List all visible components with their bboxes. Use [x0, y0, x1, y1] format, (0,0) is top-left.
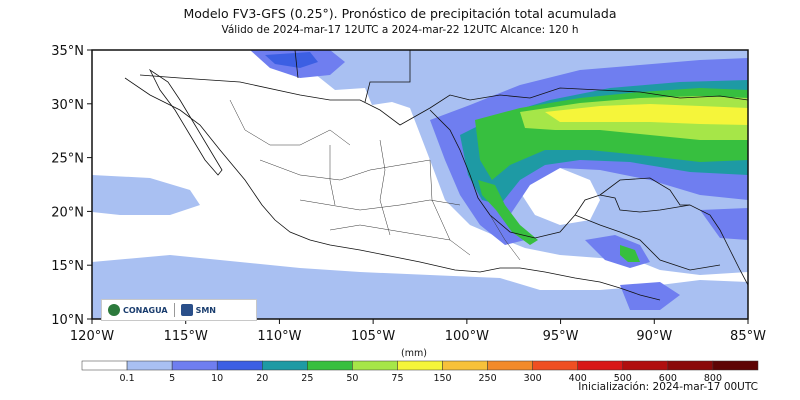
colorbar-swatch	[622, 360, 669, 371]
lon-label: 100°W	[445, 329, 489, 344]
lon-label: 120°W	[70, 329, 114, 344]
precip-pacific-south	[92, 175, 200, 215]
state-line-6	[329, 145, 336, 206]
conagua-emblem-icon	[108, 304, 120, 316]
precip-band-yellow	[545, 104, 748, 125]
logos-panel: CONAGUA SMN	[101, 299, 257, 321]
lon-label: 90°W	[636, 329, 672, 344]
colorbar-swatch	[216, 360, 263, 371]
colorbar-swatch	[397, 360, 443, 371]
colorbar-swatch	[442, 360, 488, 371]
colorbar-swatch	[532, 360, 578, 371]
lat-label: 25°N	[51, 152, 84, 167]
coast-central-america	[639, 204, 748, 286]
lat-label: 30°N	[51, 98, 84, 113]
colorbar-tick-label: 300	[524, 373, 542, 384]
precip-caribbean	[700, 208, 748, 240]
state-line-8	[489, 214, 521, 261]
lat-label: 35°N	[51, 44, 84, 59]
state-line-2	[259, 159, 431, 181]
colorbar-tick-label: 10	[211, 373, 223, 384]
coast-yucatan	[599, 177, 690, 206]
colorbar-tick-label: 25	[301, 373, 313, 384]
lat-label: 10°N	[51, 313, 84, 328]
conagua-text: CONAGUA	[123, 305, 168, 315]
lat-label: 15°N	[51, 259, 84, 274]
colorbar-tick-label: 20	[256, 373, 268, 384]
colorbar-swatch	[171, 360, 218, 371]
state-line-1	[229, 99, 351, 146]
colorbar-tick-label: 250	[479, 373, 497, 384]
state-line-7	[429, 159, 471, 256]
lon-label: 115°W	[164, 329, 208, 344]
map-frame	[91, 49, 749, 320]
coast-gulf-mexico	[429, 109, 641, 239]
smn-text: SMN	[195, 305, 216, 315]
colorbar-tick-label: 600	[659, 373, 677, 384]
colorbar-swatch	[712, 360, 759, 371]
lat-label: 20°N	[51, 205, 84, 220]
colorbar-tick-label: 500	[614, 373, 632, 384]
map-title: Modelo FV3-GFS (0.25°). Pronóstico de pr…	[183, 6, 617, 21]
colorbar-swatch	[81, 360, 128, 371]
precip-guatemala-green	[620, 245, 640, 262]
colorbar-units: (mm)	[401, 348, 427, 359]
colorbar-swatch	[667, 360, 714, 371]
lon-label: 85°W	[730, 329, 766, 344]
initialization-time: Inicialización: 2024-mar-17 00UTC	[578, 381, 758, 393]
precip-field	[92, 50, 748, 319]
state-borders	[229, 99, 521, 261]
coastlines	[124, 50, 748, 301]
colorbar-tick-label: 0.1	[120, 373, 135, 384]
logo-divider	[173, 303, 175, 317]
map-subtitle: Válido de 2024-mar-17 12UTC a 2024-mar-2…	[221, 24, 579, 36]
colorbar-tick-label: 50	[346, 373, 358, 384]
border-us-north	[294, 50, 411, 103]
border-guatemala	[574, 214, 721, 271]
colorbar-tick-label: 5	[169, 373, 175, 384]
colorbar-swatch	[352, 360, 398, 371]
state-line-4	[329, 224, 451, 241]
state-line-3	[299, 199, 461, 211]
colorbar-swatch	[307, 360, 353, 371]
state-line-5	[379, 139, 391, 236]
colorbar-swatch	[262, 360, 308, 371]
lon-label: 110°W	[257, 329, 301, 344]
lat-axis: 35°N 30°N 25°N 20°N 15°N 10°N	[51, 44, 92, 328]
smn-emblem-icon	[180, 304, 193, 316]
colorbar-swatch	[577, 360, 624, 371]
precip-veracruz	[478, 180, 538, 245]
smn-logo: SMN	[175, 304, 222, 316]
border-us-mexico	[139, 74, 471, 126]
coast-us-gulf	[469, 87, 748, 101]
lon-label: 105°W	[351, 329, 395, 344]
coast-baja	[148, 68, 223, 176]
lon-axis: 120°W 115°W 110°W 105°W 100°W 95°W 90°W 85°W	[70, 319, 766, 344]
precip-south-pacific	[620, 282, 680, 310]
lon-label: 95°W	[543, 329, 579, 344]
colorbar-tick-label: 400	[569, 373, 587, 384]
colorbar-tick-label: 150	[433, 373, 451, 384]
coast-pacific-mexico	[124, 77, 661, 301]
colorbar-swatch	[126, 360, 173, 371]
colorbar-tick-label: 800	[704, 373, 722, 384]
colorbar-swatch	[487, 360, 533, 371]
colorbar: 0.1 5 10 20 25 50 75 150 250 300 400 500 600 800	[81, 360, 759, 384]
precip-blob-nw-dark	[265, 52, 318, 68]
conagua-logo: CONAGUA	[102, 304, 174, 316]
dry-area-gulf	[522, 168, 600, 225]
colorbar-tick-label: 75	[391, 373, 403, 384]
